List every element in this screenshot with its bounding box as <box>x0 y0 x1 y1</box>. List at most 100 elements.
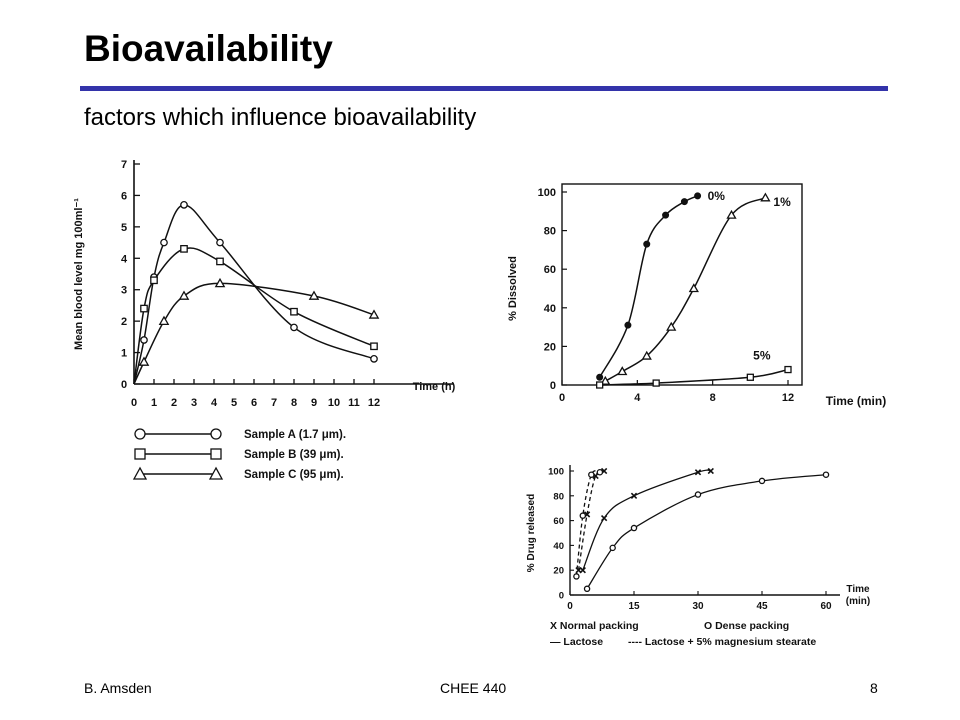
x-tick-label: 12 <box>782 392 794 404</box>
data-point-circle <box>573 573 580 580</box>
slide-title: Bioavailability <box>84 28 333 69</box>
data-point-circle <box>758 477 766 485</box>
y-tick-label: 5 <box>121 222 127 234</box>
data-point-square <box>134 448 146 460</box>
legend-label: — Lactose <box>550 636 603 648</box>
series-square: 5% <box>596 349 792 389</box>
x-axis-label-unit: (min) <box>846 596 870 607</box>
x-tick-label: 5 <box>231 397 237 409</box>
data-point-square <box>290 307 298 316</box>
data-point-circle <box>210 428 222 440</box>
y-tick-label: 0 <box>121 379 127 391</box>
legend-label: X Normal packing <box>550 620 639 632</box>
legend-label: ---- Lactose + 5% magnesium stearate <box>628 636 816 648</box>
series-circle-dashed <box>573 468 604 580</box>
series-line <box>604 197 766 382</box>
series-line <box>133 247 375 385</box>
y-axis-label: % Drug released <box>526 494 537 572</box>
y-tick-label: 20 <box>553 566 564 577</box>
data-point-triangle <box>132 466 148 480</box>
data-point-circle <box>630 524 638 532</box>
dissolution-chart: 0 20 40 60 80 100 0 4 8 12 Time (min) % Dissolved 0%… <box>507 183 886 408</box>
x-tick-label: 12 <box>368 397 380 409</box>
data-point-circle <box>134 428 146 440</box>
y-tick-label: 40 <box>553 541 564 552</box>
series-label: 0% <box>708 189 726 203</box>
legend-item: Sample A (1.7 μm). <box>134 428 346 441</box>
series-triangle: 1% <box>600 192 791 385</box>
data-point-triangle <box>308 290 320 300</box>
x-tick-label: 0 <box>559 392 565 404</box>
x-tick-label: 3 <box>191 397 197 409</box>
series-line <box>133 204 375 385</box>
data-point-triangle <box>688 283 699 293</box>
data-point-circle <box>290 323 298 332</box>
data-point-cross <box>630 492 638 499</box>
x-tick-label: 15 <box>628 601 640 612</box>
x-tick-label: 7 <box>271 397 277 409</box>
x-tick-label: 45 <box>756 601 768 612</box>
series-square <box>133 245 378 385</box>
data-point-circle <box>579 512 587 519</box>
y-tick-label: 3 <box>121 285 127 297</box>
x-tick-label: 30 <box>692 601 704 612</box>
series-triangle <box>133 277 380 385</box>
drug-release-chart: 0 20 40 60 80 100 0 15 30 45 60 Time(min) % Drug rel… <box>526 465 870 648</box>
y-tick-label: 2 <box>121 316 127 328</box>
legend-label: Sample B (39 μm). <box>244 449 344 461</box>
data-point-circle <box>180 201 188 209</box>
data-point-circle <box>140 336 148 344</box>
series-dot: 0% <box>596 189 726 381</box>
y-tick-label: 40 <box>544 303 556 315</box>
y-tick-label: 1 <box>121 348 127 360</box>
data-point-square <box>216 257 224 266</box>
footer-page-number: 8 <box>870 680 878 696</box>
y-axis-label: % Dissolved <box>507 256 519 321</box>
series-line <box>599 368 789 386</box>
x-tick-label: 2 <box>171 397 177 409</box>
x-axis-label: Time <box>846 584 870 595</box>
data-point-triangle <box>726 209 737 219</box>
series-label: 1% <box>773 195 791 209</box>
data-point-square <box>652 379 660 387</box>
data-point-dot <box>662 211 670 219</box>
data-point-square <box>180 245 188 253</box>
data-point-circle <box>588 471 595 478</box>
series-line <box>577 470 605 571</box>
x-tick-label: 8 <box>710 392 716 404</box>
legend-item: Sample C (95 μm). <box>132 466 344 481</box>
data-point-circle <box>609 544 616 552</box>
series-circle <box>133 201 378 385</box>
y-axis-label: Mean blood level mg 100ml⁻¹ <box>73 198 85 350</box>
y-tick-label: 0 <box>550 380 556 392</box>
slide-subtitle: factors which influence bioavailability <box>84 104 477 131</box>
x-tick-label: 10 <box>328 397 340 409</box>
data-point-dot <box>643 240 651 248</box>
data-point-square <box>370 342 378 351</box>
y-tick-label: 4 <box>121 253 128 265</box>
data-point-triangle <box>158 315 170 325</box>
legend-label: O Dense packing <box>704 620 789 632</box>
x-tick-label: 6 <box>251 397 257 409</box>
data-point-triangle <box>214 277 226 288</box>
x-axis-label: Time (min) <box>826 394 886 408</box>
x-tick-label: 9 <box>311 397 317 409</box>
data-point-circle <box>694 491 702 498</box>
data-point-triangle <box>368 309 380 319</box>
y-tick-label: 7 <box>121 159 127 171</box>
series-line <box>586 474 827 590</box>
data-point-square <box>596 381 604 389</box>
data-point-circle <box>160 238 168 247</box>
legend-label: Sample A (1.7 μm). <box>244 429 346 441</box>
data-point-dot <box>680 198 688 206</box>
data-point-circle <box>596 468 604 476</box>
data-point-dot <box>596 373 604 381</box>
y-tick-label: 20 <box>544 341 556 353</box>
data-point-triangle <box>208 466 224 480</box>
series-cross-solid <box>579 467 714 574</box>
title-rule <box>80 86 888 91</box>
data-point-circle <box>216 238 224 247</box>
y-tick-label: 60 <box>553 516 564 527</box>
x-tick-label: 1 <box>151 397 157 409</box>
